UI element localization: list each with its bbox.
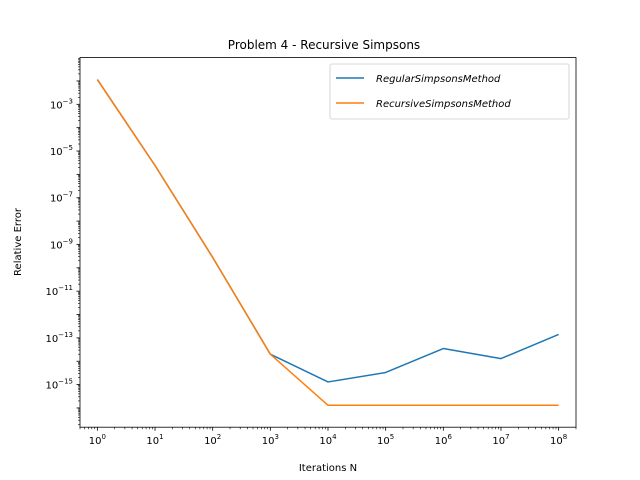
chart-title: Problem 4 - Recursive Simpsons bbox=[228, 38, 420, 52]
y-tick-base: 10 bbox=[50, 100, 63, 111]
x-tick-exponent: 7 bbox=[505, 433, 509, 441]
x-tick-label: 107 bbox=[492, 433, 509, 447]
y-tick-label: 10−7 bbox=[50, 191, 73, 205]
x-tick-label: 102 bbox=[204, 433, 221, 447]
y-tick-base: 10 bbox=[45, 287, 58, 298]
x-tick-base: 10 bbox=[492, 436, 505, 447]
x-axis-label: Iterations N bbox=[299, 463, 357, 474]
x-tick-label: 108 bbox=[550, 433, 567, 447]
series-line-recursive bbox=[96, 79, 559, 407]
y-tick-exponent: −3 bbox=[63, 97, 73, 105]
y-tick-exponent: −11 bbox=[58, 284, 73, 292]
series-lines bbox=[96, 79, 559, 407]
y-tick-exponent: −13 bbox=[58, 331, 73, 339]
x-tick-label: 100 bbox=[89, 433, 106, 447]
y-tick-label: 10−15 bbox=[45, 378, 73, 392]
x-tick-base: 10 bbox=[435, 436, 448, 447]
y-tick-label: 10−11 bbox=[45, 284, 73, 298]
legend: RegularSimpsonsMethod RecursiveSimpsonsMe… bbox=[329, 63, 570, 120]
y-tick-exponent: −9 bbox=[63, 237, 73, 245]
y-axis-label: Relative Error bbox=[13, 207, 24, 276]
y-tick-label: 10−9 bbox=[50, 237, 73, 251]
x-tick-exponent: 4 bbox=[332, 433, 337, 441]
x-tick-label: 103 bbox=[262, 433, 279, 447]
y-tick-label: 10−13 bbox=[45, 331, 73, 345]
x-tick-base: 10 bbox=[89, 436, 102, 447]
x-tick-base: 10 bbox=[319, 436, 332, 447]
legend-label: RecursiveSimpsonsMethod bbox=[376, 99, 511, 110]
y-tick-base: 10 bbox=[50, 194, 63, 205]
x-tick-label: 105 bbox=[377, 433, 394, 447]
x-tick-exponent: 2 bbox=[217, 433, 221, 441]
x-tick-base: 10 bbox=[550, 436, 563, 447]
x-tick-base: 10 bbox=[146, 436, 159, 447]
y-tick-base: 10 bbox=[50, 147, 63, 158]
x-tick-label: 106 bbox=[435, 433, 453, 447]
x-tick-exponent: 1 bbox=[159, 433, 163, 441]
y-tick-label: 10−5 bbox=[50, 144, 73, 158]
y-tick-base: 10 bbox=[45, 381, 58, 392]
y-tick-base: 10 bbox=[45, 334, 58, 345]
y-tick-label: 10−3 bbox=[50, 97, 73, 111]
y-tick-exponent: −7 bbox=[63, 191, 73, 199]
x-tick-exponent: 0 bbox=[101, 433, 105, 441]
x-tick-label: 104 bbox=[319, 433, 337, 447]
x-tick-label: 101 bbox=[146, 433, 163, 447]
x-tick-exponent: 5 bbox=[390, 433, 394, 441]
x-tick-base: 10 bbox=[377, 436, 390, 447]
plot-frame bbox=[79, 57, 577, 428]
y-tick-exponent: −15 bbox=[58, 378, 73, 386]
x-tick-exponent: 6 bbox=[447, 433, 452, 441]
x-tick-base: 10 bbox=[204, 436, 217, 447]
y-tick-exponent: −5 bbox=[63, 144, 73, 152]
x-tick-exponent: 8 bbox=[563, 433, 567, 441]
y-tick-base: 10 bbox=[50, 240, 63, 251]
legend-box bbox=[329, 63, 570, 120]
x-tick-base: 10 bbox=[262, 436, 275, 447]
x-tick-exponent: 3 bbox=[274, 433, 278, 441]
legend-label: RegularSimpsonsMethod bbox=[376, 74, 501, 85]
x-axis: 100 101 102 103 104 105 106 107 108 bbox=[79, 427, 577, 447]
